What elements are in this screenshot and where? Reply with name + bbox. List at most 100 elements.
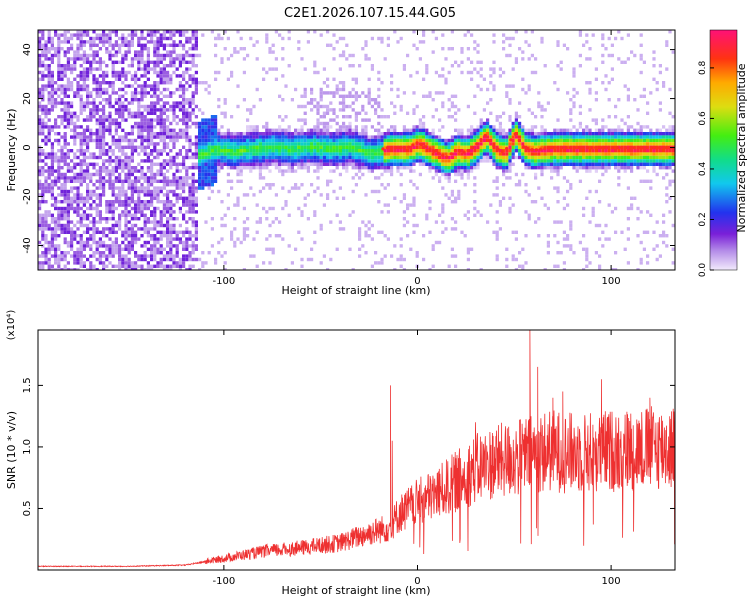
heatmap-cell [108, 101, 112, 105]
heatmap-cell [54, 138, 58, 143]
heatmap-cell [44, 176, 48, 180]
heatmap-cell [326, 145, 330, 149]
heatmap-cell [86, 84, 90, 88]
heatmap-cell [249, 254, 253, 258]
heatmap-cell [332, 169, 336, 173]
heatmap-cell [594, 77, 598, 81]
heatmap-cell [242, 142, 246, 146]
heatmap-cell [582, 149, 586, 153]
heatmap-cell [86, 104, 90, 109]
heatmap-cell [271, 159, 275, 163]
heatmap-cell [143, 87, 147, 92]
heatmap-cell [543, 162, 547, 166]
heatmap-cell [194, 70, 198, 75]
heatmap-cell [265, 162, 269, 166]
heatmap-cell [92, 115, 96, 119]
heatmap-cell [70, 227, 74, 231]
heatmap-cell [89, 111, 93, 115]
heatmap-cell [281, 186, 285, 190]
heatmap-cell [79, 125, 83, 129]
heatmap-cell [86, 183, 90, 187]
heatmap-cell [134, 203, 138, 207]
heatmap-cell [166, 210, 170, 214]
heatmap-cell [428, 145, 432, 149]
heatmap-cell [562, 206, 566, 211]
heatmap-cell [399, 155, 403, 160]
heatmap-cell [169, 251, 173, 255]
heatmap-cell [607, 149, 611, 153]
heatmap-cell [92, 200, 96, 204]
heatmap-cell [76, 91, 80, 95]
heatmap-cell [441, 104, 445, 109]
heatmap-cell [118, 159, 122, 163]
heatmap-cell [415, 254, 419, 258]
heatmap-cell [377, 36, 381, 41]
heatmap-cell [438, 166, 442, 170]
heatmap-cell [41, 186, 45, 190]
heatmap-cell [60, 217, 64, 221]
heatmap-cell [70, 128, 74, 132]
heatmap-cell [166, 230, 170, 234]
heatmap-cell [479, 118, 483, 122]
heatmap-cell [281, 36, 285, 41]
heatmap-cell [54, 125, 58, 129]
heatmap-cell [130, 237, 134, 241]
heatmap-cell [140, 183, 144, 187]
heatmap-cell [361, 220, 365, 224]
heatmap-cell [166, 50, 170, 54]
heatmap-cell [300, 135, 304, 139]
heatmap-cell [390, 166, 394, 170]
heatmap-cell [121, 179, 125, 183]
heatmap-cell [242, 268, 246, 270]
heatmap-cell [137, 67, 141, 71]
heatmap-cell [537, 132, 541, 136]
heatmap-cell [153, 162, 157, 166]
heatmap-cell [553, 159, 557, 163]
heatmap-cell [294, 138, 298, 143]
heatmap-cell [463, 138, 467, 143]
heatmap-cell [521, 264, 525, 268]
heatmap-cell [348, 128, 352, 132]
heatmap-cell [303, 67, 307, 71]
heatmap-cell [466, 104, 470, 109]
heatmap-cell [66, 125, 70, 129]
heatmap-cell [137, 179, 141, 183]
heatmap-cell [76, 47, 80, 51]
heatmap-cell [486, 142, 490, 146]
heatmap-cell [540, 40, 544, 44]
heatmap-cell [386, 183, 390, 187]
heatmap-cell [146, 142, 150, 146]
heatmap-cell [169, 159, 173, 163]
heatmap-cell [38, 261, 42, 265]
heatmap-cell [143, 135, 147, 139]
heatmap-cell [364, 142, 368, 146]
heatmap-cell [172, 254, 176, 258]
heatmap-cell [102, 30, 106, 34]
heatmap-cell [326, 196, 330, 200]
heatmap-cell [188, 149, 192, 153]
heatmap-cell [402, 196, 406, 200]
heatmap-cell [66, 200, 70, 204]
heatmap-cell [364, 125, 368, 129]
heatmap-cell [540, 108, 544, 112]
heatmap-cell [44, 135, 48, 139]
heatmap-cell [185, 268, 189, 270]
heatmap-cell [95, 132, 99, 136]
heatmap-cell [505, 149, 509, 153]
heatmap-cell [191, 121, 195, 126]
heatmap-cell [111, 227, 115, 231]
heatmap-cell [553, 220, 557, 224]
heatmap-cell [70, 67, 74, 71]
heatmap-cell [594, 166, 598, 170]
heatmap-cell [607, 36, 611, 41]
heatmap-cell [402, 91, 406, 95]
heatmap-cell [178, 237, 182, 241]
heatmap-cell [495, 210, 499, 214]
heatmap-cell [86, 213, 90, 217]
heatmap-cell [66, 251, 70, 255]
heatmap-cell [316, 121, 320, 126]
heatmap-cell [511, 36, 515, 41]
heatmap-cell [594, 91, 598, 95]
heatmap-cell [460, 138, 464, 143]
heatmap-cell [316, 169, 320, 173]
